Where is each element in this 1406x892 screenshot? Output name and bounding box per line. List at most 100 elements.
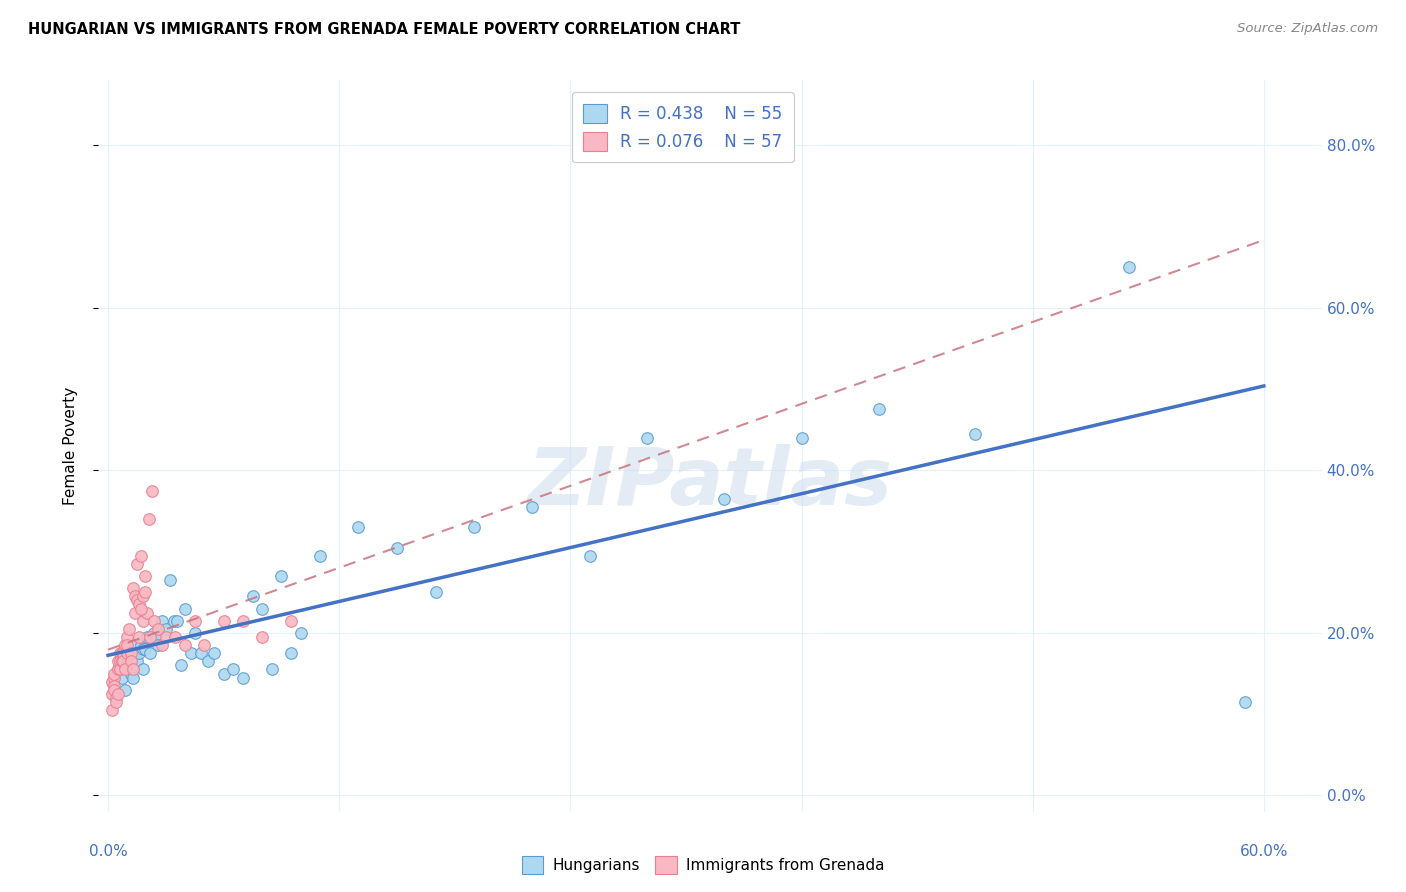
Point	[110, 646, 132, 660]
Point	[110, 654, 132, 668]
Point	[129, 549, 152, 563]
Point	[578, 549, 600, 563]
Point	[145, 630, 167, 644]
Point	[222, 663, 245, 677]
Point	[128, 598, 150, 612]
Point	[103, 666, 125, 681]
Point	[104, 690, 127, 705]
Point	[132, 642, 155, 657]
Point	[139, 646, 162, 660]
Point	[425, 585, 447, 599]
Point	[309, 549, 332, 563]
Point	[114, 638, 136, 652]
Point	[101, 674, 124, 689]
Point	[270, 569, 292, 583]
Point	[128, 630, 150, 644]
Point	[150, 638, 173, 652]
Point	[124, 638, 146, 652]
Point	[114, 682, 136, 697]
Point	[107, 654, 129, 668]
Point	[290, 626, 312, 640]
Point	[1233, 695, 1256, 709]
Y-axis label: Female Poverty: Female Poverty	[63, 387, 77, 505]
Point	[108, 654, 131, 668]
Point	[180, 646, 202, 660]
Point	[790, 431, 813, 445]
Point	[280, 646, 302, 660]
Point	[114, 663, 136, 677]
Point	[165, 630, 187, 644]
Point	[124, 606, 146, 620]
Point	[132, 614, 155, 628]
Point	[232, 671, 254, 685]
Point	[155, 622, 177, 636]
Point	[184, 626, 207, 640]
Point	[174, 601, 197, 615]
Point	[108, 646, 131, 660]
Point	[146, 638, 169, 652]
Point	[150, 614, 173, 628]
Point	[250, 630, 273, 644]
Point	[193, 638, 215, 652]
Point	[101, 687, 124, 701]
Point	[125, 593, 148, 607]
Point	[103, 679, 125, 693]
Point	[143, 626, 166, 640]
Point	[868, 402, 890, 417]
Point	[125, 654, 148, 668]
Point	[117, 638, 139, 652]
Point	[120, 666, 142, 681]
Point	[132, 590, 155, 604]
Point	[103, 671, 125, 685]
Point	[104, 695, 127, 709]
Point	[129, 601, 152, 615]
Point	[139, 630, 162, 644]
Point	[174, 638, 197, 652]
Point	[520, 500, 543, 514]
Point	[122, 663, 145, 677]
Point	[103, 682, 125, 697]
Point	[134, 569, 156, 583]
Point	[159, 573, 181, 587]
Point	[122, 581, 145, 595]
Point	[117, 658, 139, 673]
Point	[1118, 260, 1140, 275]
Point	[112, 646, 135, 660]
Text: ZIPatlas: ZIPatlas	[527, 443, 893, 522]
Point	[232, 614, 254, 628]
Point	[347, 520, 370, 534]
Point	[212, 666, 235, 681]
Point	[101, 703, 124, 717]
Point	[112, 654, 135, 668]
Point	[117, 630, 139, 644]
Point	[108, 663, 131, 677]
Point	[184, 614, 207, 628]
Point	[166, 614, 188, 628]
Point	[385, 541, 408, 555]
Point	[202, 646, 225, 660]
Legend: Hungarians, Immigrants from Grenada: Hungarians, Immigrants from Grenada	[516, 850, 890, 880]
Point	[134, 642, 156, 657]
Point	[124, 590, 146, 604]
Point	[197, 654, 219, 668]
Point	[125, 557, 148, 571]
Point	[107, 663, 129, 677]
Point	[143, 614, 166, 628]
Point	[107, 687, 129, 701]
Point	[135, 606, 157, 620]
Point	[129, 638, 152, 652]
Point	[120, 654, 142, 668]
Text: 60.0%: 60.0%	[1240, 845, 1288, 859]
Point	[110, 671, 132, 685]
Point	[107, 663, 129, 677]
Point	[242, 590, 264, 604]
Point	[713, 491, 735, 506]
Point	[162, 614, 184, 628]
Point	[117, 646, 139, 660]
Point	[134, 585, 156, 599]
Point	[170, 658, 193, 673]
Point	[280, 614, 302, 628]
Point	[117, 646, 139, 660]
Point	[120, 646, 142, 660]
Point	[250, 601, 273, 615]
